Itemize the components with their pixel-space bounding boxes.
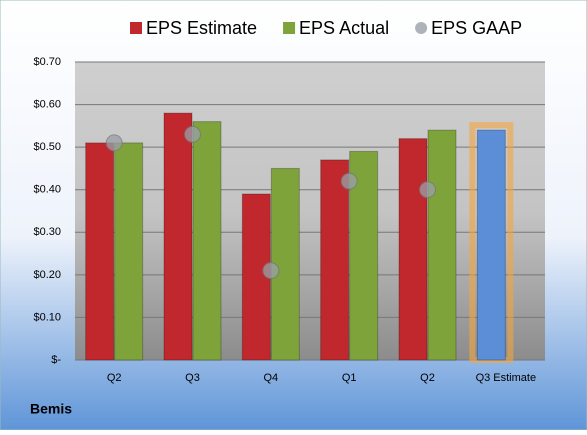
bar [85, 142, 115, 361]
x-tick-label: Q1 [342, 372, 357, 384]
y-tick-label: $0.40 [33, 184, 61, 196]
y-tick-label: $- [51, 354, 61, 366]
gaap-marker [262, 262, 280, 280]
gaap-marker [340, 172, 358, 190]
gaap-marker [105, 134, 123, 152]
bar [114, 142, 144, 361]
legend-label: EPS Estimate [146, 18, 257, 38]
x-tick-label: Q2 [107, 372, 122, 384]
gaap-marker [419, 181, 436, 199]
y-tick-label: $0.10 [33, 311, 61, 323]
legend-label: EPS GAAP [431, 18, 522, 38]
x-tick-label: Q2 [420, 372, 435, 384]
footer: Bemis [30, 401, 72, 417]
y-tick-label: $0.30 [33, 226, 61, 238]
x-tick-label: Q3 [185, 372, 200, 384]
y-tick-label: $0.20 [33, 269, 61, 281]
x-tick-label: Q3 Estimate [476, 372, 537, 384]
legend-marker [415, 22, 428, 34]
bar [398, 138, 428, 361]
y-tick-label: $0.50 [33, 141, 61, 153]
bar [192, 121, 222, 361]
plot-area [75, 62, 545, 360]
bar [163, 112, 193, 361]
y-tick-label: $0.70 [33, 56, 61, 68]
y-tick-label: $0.60 [33, 98, 61, 110]
bar [427, 129, 457, 361]
bar [476, 129, 506, 361]
x-tick-label: Q4 [263, 372, 278, 384]
legend-label: EPS Actual [299, 18, 389, 38]
legend-marker [283, 22, 296, 34]
bar [320, 159, 350, 361]
gaap-marker [184, 125, 201, 143]
legend-marker [130, 22, 142, 34]
